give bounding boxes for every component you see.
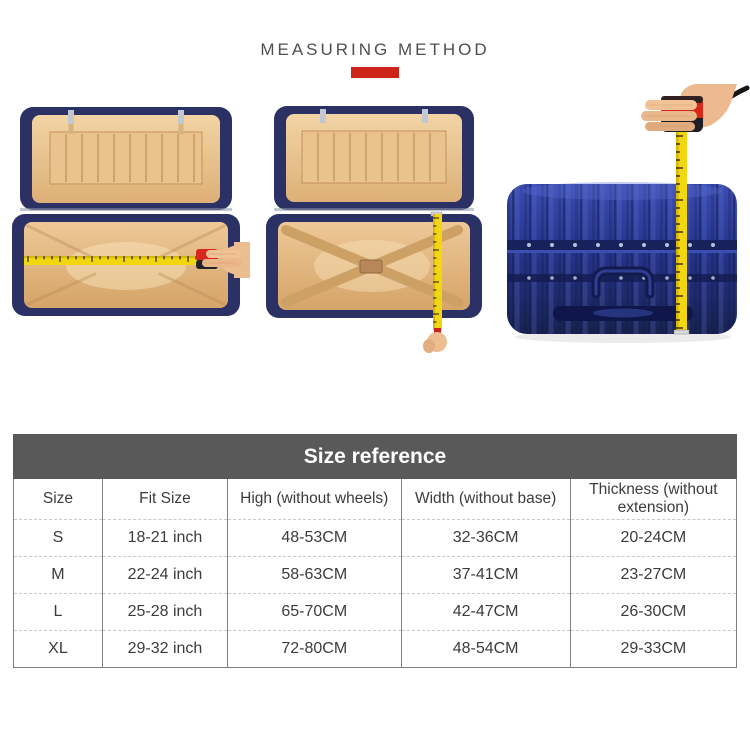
size-reference-title: Size reference <box>13 434 737 479</box>
closed-suitcase-vertical-tape-illustration <box>507 84 750 343</box>
table-cell: 22-24 inch <box>102 556 229 594</box>
table-cell: 32-36CM <box>401 519 571 557</box>
table-row-l: L 25-28 inch 65-70CM 42-47CM 26-30CM <box>13 593 737 631</box>
suitcase-lid-open <box>20 107 232 211</box>
table-cell: 58-63CM <box>227 556 402 594</box>
table-cell: 26-30CM <box>570 593 737 631</box>
table-cell: 23-27CM <box>570 556 737 594</box>
photo-open-suitcase-length <box>0 84 250 354</box>
page-title: MEASURING METHOD <box>260 40 490 59</box>
table-cell: S <box>13 519 103 557</box>
suitcase-handle <box>591 266 655 299</box>
table-row-m: M 22-24 inch 58-63CM 37-41CM 23-27CM <box>13 556 737 594</box>
suitcase-lid-open <box>274 106 474 211</box>
table-cell: M <box>13 556 103 594</box>
open-suitcase-horizontal-tape-illustration <box>12 107 250 316</box>
column-header-thickness: Thickness (without extension) <box>570 479 737 520</box>
table-cell: 72-80CM <box>227 630 402 667</box>
table-cell: 65-70CM <box>227 593 402 631</box>
size-reference-table: Size Fit Size High (without wheels) Widt… <box>13 479 737 668</box>
table-cell: 18-21 inch <box>102 519 229 557</box>
table-row-xl: XL 29-32 inch 72-80CM 48-54CM 29-33CM <box>13 630 737 667</box>
column-header-size: Size <box>13 479 103 520</box>
measuring-method-header: MEASURING METHOD <box>0 0 750 78</box>
photo-open-suitcase-depth <box>250 84 495 354</box>
column-header-width: Width (without base) <box>401 479 571 520</box>
table-cell: 29-32 inch <box>102 630 229 667</box>
measuring-photos-row <box>0 84 750 356</box>
table-cell: 48-53CM <box>227 519 402 557</box>
table-cell: 48-54CM <box>401 630 571 667</box>
table-cell: 25-28 inch <box>102 593 229 631</box>
table-header-row: Size Fit Size High (without wheels) Widt… <box>13 479 737 520</box>
hand-holding-tape <box>202 242 250 278</box>
open-suitcase-vertical-tape-illustration <box>266 106 482 353</box>
trolley-recess <box>553 306 693 321</box>
column-header-fit-size: Fit Size <box>102 479 229 520</box>
size-reference-section: Size reference Size Fit Size High (witho… <box>13 434 737 668</box>
photo-closed-suitcase-height <box>495 84 750 354</box>
suitcase-body-open <box>266 214 482 318</box>
table-cell: L <box>13 593 103 631</box>
column-header-high: High (without wheels) <box>227 479 402 520</box>
tape-measure-vertical <box>673 130 690 335</box>
hand-holding-tape-end <box>423 328 447 353</box>
table-row-s: S 18-21 inch 48-53CM 32-36CM 20-24CM <box>13 519 737 557</box>
table-cell: 20-24CM <box>570 519 737 557</box>
table-cell: 29-33CM <box>620 639 687 657</box>
table-cell: 37-41CM <box>401 556 571 594</box>
hand-holding-tape-body <box>641 84 750 132</box>
table-cell: 42-47CM <box>401 593 571 631</box>
title-accent-bar <box>351 67 399 78</box>
tape-measure-vertical <box>430 211 443 330</box>
table-cell: XL <box>13 630 103 667</box>
